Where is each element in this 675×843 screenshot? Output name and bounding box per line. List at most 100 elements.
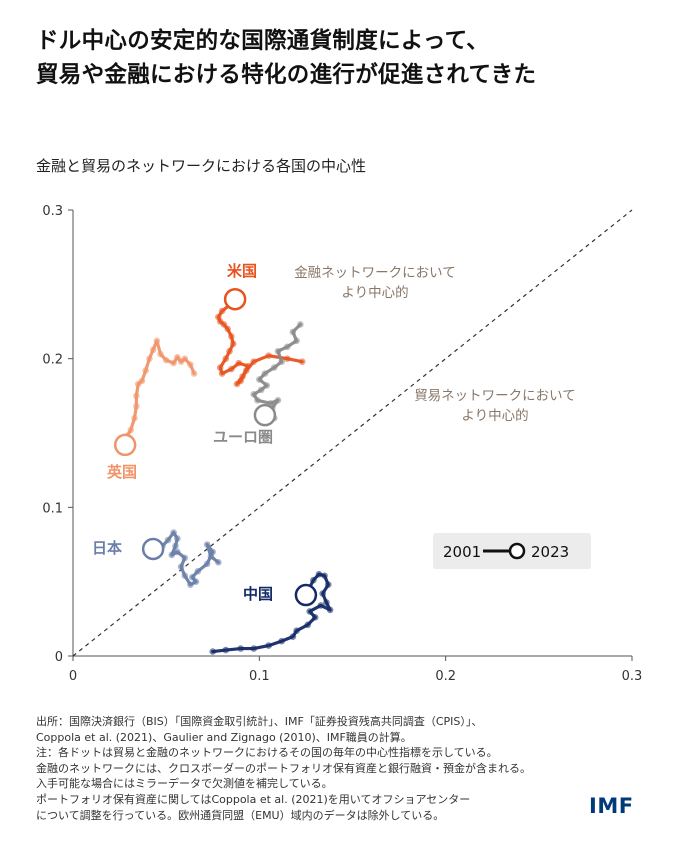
data-point — [174, 548, 181, 556]
data-point — [235, 359, 243, 367]
series-label: 中国 — [243, 585, 273, 603]
data-point — [278, 358, 285, 365]
source-line: 出所：国際決済銀行（BIS）「国際資金取引統計」、IMF「証券投資残高共同調査（… — [36, 715, 483, 728]
data-point — [181, 554, 189, 562]
x-tick-label: 0 — [69, 669, 77, 684]
data-point — [177, 358, 185, 365]
series-label: ユーロ圏 — [213, 428, 273, 446]
data-point — [250, 358, 258, 365]
source-line: 入手可能な場合にはミラーデータで欠測値を補完している。 — [36, 777, 333, 791]
data-point — [142, 367, 149, 374]
data-point — [270, 364, 278, 371]
data-point — [209, 648, 217, 655]
series-label: 米国 — [227, 262, 257, 280]
data-point — [153, 337, 161, 345]
end-point-2023 — [113, 433, 137, 457]
data-point — [254, 396, 261, 404]
data-point — [131, 414, 138, 422]
data-point — [265, 642, 272, 649]
diagonal-line — [72, 209, 633, 657]
data-point — [321, 572, 328, 580]
y-tick-label: 0.1 — [42, 501, 63, 516]
data-point — [319, 590, 326, 597]
data-point — [250, 645, 258, 652]
series-label: 英国 — [107, 463, 137, 481]
y-tick-label: 0.2 — [42, 353, 63, 368]
data-point — [222, 646, 230, 654]
data-point — [257, 386, 265, 394]
data-point — [326, 606, 334, 614]
data-point — [170, 529, 177, 536]
y-tick-label: 0.3 — [42, 204, 63, 219]
data-point — [149, 346, 157, 354]
data-point — [188, 573, 196, 581]
data-point — [239, 373, 246, 380]
data-point — [181, 572, 189, 580]
y-tick-label: 0 — [55, 650, 63, 665]
data-point — [190, 370, 198, 377]
region-annotation: 貿易ネットワークにおいて — [414, 388, 576, 404]
data-point — [317, 602, 325, 609]
data-point — [304, 621, 312, 629]
data-point — [293, 337, 300, 345]
x-tick-label: 0.1 — [249, 669, 270, 684]
end-point-2023 — [223, 287, 247, 311]
source-line: ポートフォリオ保有資産に関してはCoppola et al. (2021)を用い… — [36, 792, 471, 806]
data-point — [209, 548, 217, 556]
data-point — [244, 362, 252, 370]
chart-subtitle: 金融と貿易のネットワークにおける各国の中心性 — [36, 157, 367, 175]
data-point — [146, 355, 153, 362]
end-point-2023 — [294, 583, 318, 607]
source-line: 注：各ドットは貿易と金融のネットワークにおけるその国の毎年の中心性指標を示してい… — [36, 746, 498, 760]
data-point — [237, 645, 244, 652]
data-point — [228, 333, 235, 340]
data-point — [177, 563, 185, 571]
data-point — [170, 359, 177, 367]
data-point — [157, 350, 164, 358]
x-tick-label: 0.2 — [435, 669, 456, 684]
data-point — [218, 370, 226, 377]
data-point — [229, 340, 237, 348]
data-point — [203, 560, 211, 568]
data-point — [278, 637, 285, 645]
data-point — [215, 559, 222, 566]
data-point — [226, 347, 233, 355]
title-line-1: ドル中心の安定的な国際通貨制度によって、 — [36, 28, 490, 54]
data-point — [293, 627, 300, 635]
data-point — [133, 402, 140, 410]
title-line-2: 貿易や金融における特化の進行が促進されてきた — [36, 62, 537, 88]
data-point — [215, 313, 222, 321]
data-point — [310, 576, 317, 584]
data-point — [315, 570, 323, 578]
data-point — [192, 578, 200, 585]
series-label: 日本 — [92, 539, 122, 557]
data-point — [261, 370, 269, 377]
data-point — [222, 355, 230, 362]
legend-end-marker — [508, 542, 526, 560]
source-line: について調整を行っている。欧州通貨同盟（EMU）域内のデータは除外している。 — [36, 808, 445, 822]
data-point — [256, 376, 263, 383]
data-point — [218, 307, 226, 315]
data-point — [174, 535, 181, 542]
region-annotation: より中心的 — [461, 408, 528, 424]
data-point — [174, 353, 181, 361]
data-point — [274, 396, 282, 404]
data-point — [164, 536, 172, 544]
data-point — [324, 581, 332, 588]
data-point — [283, 355, 291, 362]
data-point — [187, 361, 194, 368]
chart-title: ドル中心の安定的な国際通貨制度によって、 貿易や金融における特化の進行が促進され… — [36, 24, 646, 92]
data-point — [203, 541, 211, 548]
data-point — [187, 581, 194, 588]
end-point-2023 — [253, 403, 277, 427]
data-point — [298, 358, 306, 365]
data-point — [289, 633, 297, 640]
imf-logo: IMF — [589, 794, 634, 818]
data-point — [297, 321, 304, 328]
data-point — [311, 614, 319, 621]
data-point — [263, 382, 271, 389]
data-point — [133, 392, 140, 400]
data-point — [323, 599, 330, 606]
data-point — [250, 391, 258, 398]
